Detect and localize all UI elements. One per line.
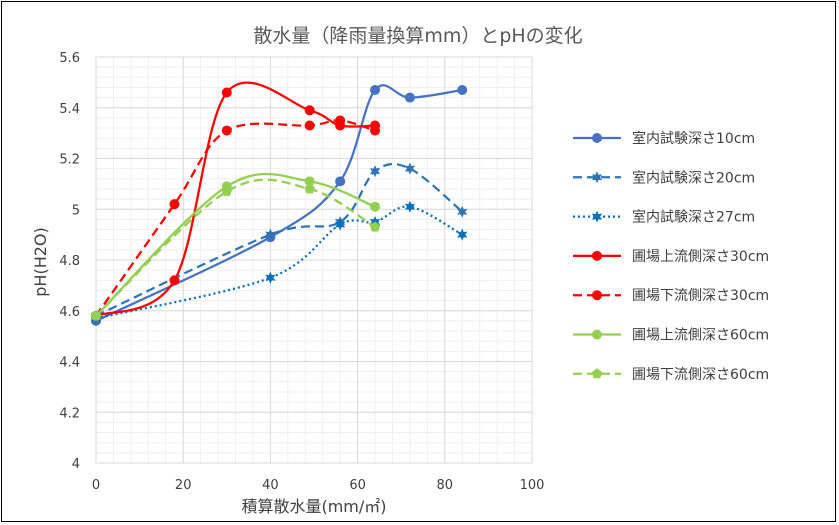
data-point — [457, 205, 468, 218]
legend-label: 圃場上流側深さ60cm — [632, 328, 769, 344]
data-point — [265, 271, 276, 284]
y-tick-label: 4.4 — [59, 356, 80, 371]
y-tick-label: 5.4 — [59, 102, 80, 117]
y-tick-label: 4 — [72, 457, 80, 472]
legend-item-4: 圃場上流側深さ30cm — [573, 249, 769, 265]
data-point — [592, 133, 602, 143]
legend-label: 圃場上流側深さ30cm — [632, 249, 769, 265]
y-tick-label: 5 — [72, 203, 80, 218]
x-tick-label: 80 — [437, 478, 454, 493]
x-tick-label: 60 — [349, 478, 366, 493]
legend: 室内試験深さ10cm 室内試験深さ20cm 室内試験深さ27cm 圃場上流側深さ30c… — [573, 130, 769, 383]
data-point — [304, 176, 315, 187]
legend-item-6: 圃場上流側深さ60cm — [573, 328, 769, 344]
y-tick-label: 5.2 — [59, 153, 80, 168]
series-line — [95, 162, 463, 317]
y-axis-label: pH(H2O) — [31, 227, 50, 296]
data-point — [404, 200, 416, 213]
data-point — [90, 310, 102, 321]
legend-item-2: 室内試験深さ20cm — [573, 169, 755, 186]
series-line — [95, 172, 376, 317]
data-point — [404, 92, 415, 103]
legend-label: 圃場下流側深さ60cm — [632, 367, 769, 383]
data-point — [335, 176, 346, 187]
y-tick-label: 5.6 — [59, 51, 80, 66]
major-gridlines — [95, 56, 533, 464]
series-line — [95, 178, 376, 317]
data-point — [304, 183, 315, 194]
x-tick-label: 0 — [92, 478, 100, 493]
series-7 — [90, 178, 381, 321]
data-point — [169, 199, 180, 210]
legend-label: 室内試験深さ20cm — [632, 169, 755, 186]
data-point — [457, 228, 468, 241]
y-tick-label: 4.8 — [59, 254, 80, 269]
x-axis-label: 積算散水量(mm/㎡) — [241, 497, 386, 516]
data-point — [304, 105, 315, 116]
data-point — [591, 210, 603, 223]
data-point — [369, 165, 381, 178]
chart-title: 散水量（降雨量換算mm）とpHの変化 — [253, 25, 582, 47]
tick-labels: 0 20 40 60 80 100 4 4.2 4.4 4.6 4.8 5 5.2 5.4 5.6 — [59, 51, 544, 493]
y-tick-label: 4.2 — [59, 406, 80, 421]
data-point — [369, 221, 381, 232]
x-tick-label: 40 — [262, 478, 279, 493]
legend-label: 室内試験深さ27cm — [632, 209, 755, 226]
data-point — [334, 218, 346, 231]
legend-item-1: 室内試験深さ10cm — [573, 130, 755, 147]
data-point — [592, 329, 602, 340]
legend-label: 圃場下流側深さ30cm — [632, 288, 769, 304]
data-point — [265, 228, 276, 241]
legend-label: 室内試験深さ10cm — [632, 130, 755, 147]
x-tick-label: 20 — [175, 478, 192, 493]
data-point — [221, 87, 232, 98]
data-point — [304, 120, 315, 131]
data-point — [221, 185, 233, 196]
y-tick-label: 4.6 — [59, 305, 80, 320]
series-line — [95, 84, 463, 322]
data-point — [591, 171, 603, 184]
data-point — [591, 368, 603, 379]
data-point — [370, 125, 381, 136]
data-point — [335, 115, 346, 126]
data-point — [404, 162, 416, 175]
series-layer — [90, 81, 468, 326]
data-point — [169, 275, 180, 286]
x-tick-label: 100 — [520, 478, 545, 493]
legend-item-7: 圃場下流側深さ60cm — [573, 367, 769, 383]
data-point — [370, 84, 381, 95]
series-line — [95, 205, 463, 320]
data-point — [592, 250, 602, 261]
data-point — [592, 290, 602, 301]
data-point — [221, 125, 232, 136]
data-point — [457, 84, 468, 95]
legend-item-5: 圃場下流側深さ30cm — [573, 288, 769, 304]
data-point — [370, 201, 381, 212]
legend-item-3: 室内試験深さ27cm — [573, 209, 755, 226]
